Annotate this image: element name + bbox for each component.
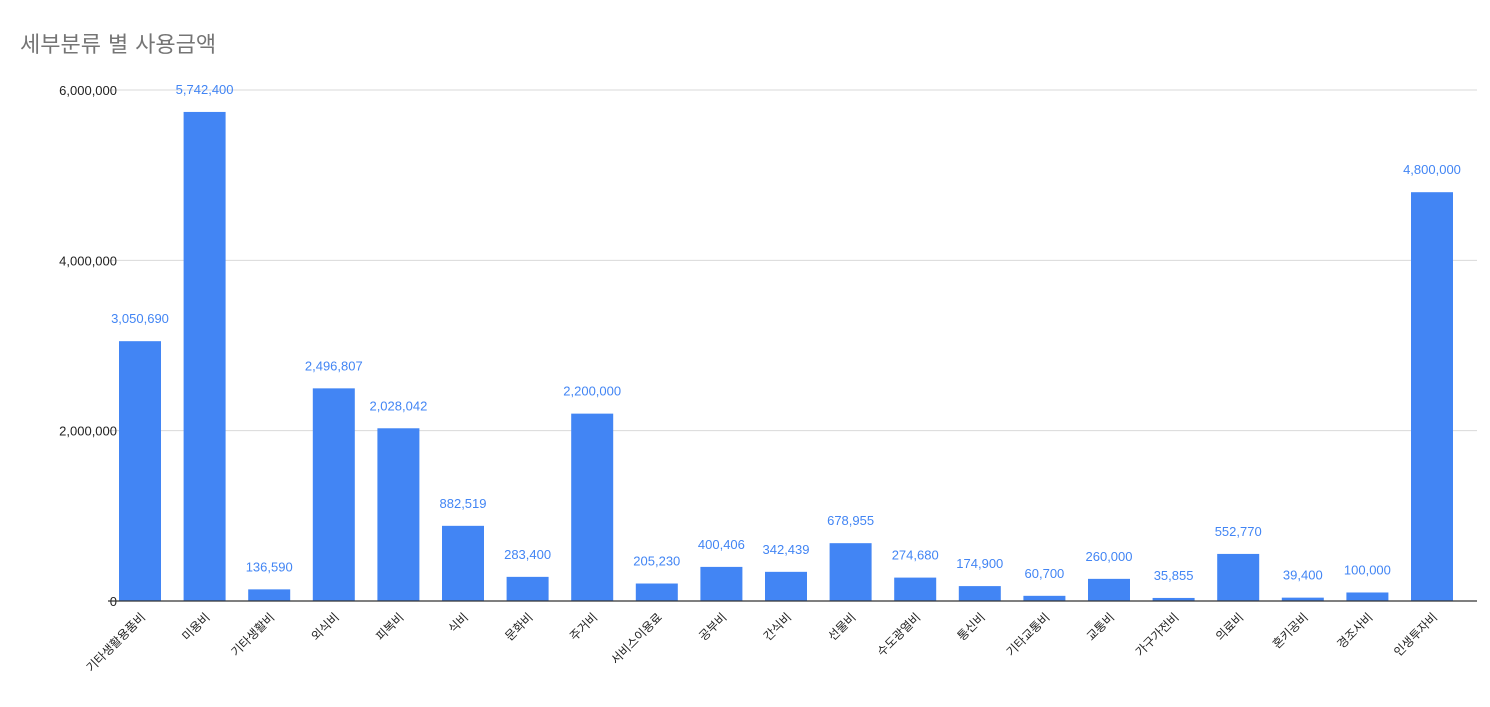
y-tick-label: 6,000,000 — [59, 83, 117, 98]
category-label: 인생투자비 — [1391, 610, 1440, 659]
bar — [1023, 595, 1066, 601]
category-label: 기타생활비 — [228, 610, 277, 659]
bar — [312, 388, 355, 601]
bar — [1217, 553, 1260, 601]
bar — [377, 428, 420, 601]
category-label: 기타생활용품비 — [84, 610, 149, 675]
data-label: 678,955 — [827, 513, 874, 528]
bar — [700, 566, 743, 601]
data-label: 2,200,000 — [563, 384, 621, 399]
bar — [1088, 578, 1130, 601]
category-label: 미용비 — [179, 610, 212, 643]
category-label: 식비 — [446, 610, 472, 636]
gridlines — [108, 89, 1477, 432]
bar — [765, 571, 807, 601]
category-label: 가구가전비 — [1133, 610, 1182, 659]
bar — [894, 577, 937, 601]
data-label: 3,050,690 — [111, 311, 169, 326]
category-label: 서비스이용료 — [608, 610, 665, 667]
category-label: 기타교통비 — [1004, 610, 1053, 659]
bar — [183, 111, 226, 601]
data-label: 136,590 — [246, 559, 293, 574]
bar — [1281, 597, 1324, 601]
bar — [1346, 592, 1389, 601]
category-label: 주거비 — [567, 610, 600, 643]
data-label: 4,800,000 — [1403, 162, 1461, 177]
data-label: 205,230 — [633, 554, 680, 569]
data-labels: 3,050,690 5,742,400 136,590 2,496,807 2,028,… — [111, 82, 1461, 583]
data-label: 60,700 — [1025, 566, 1065, 581]
bar — [1152, 597, 1195, 601]
category-label: 간식비 — [761, 610, 794, 643]
category-label: 수도광열비 — [874, 610, 923, 659]
bar — [1411, 192, 1453, 601]
category-label: 통신비 — [955, 610, 988, 643]
bar — [442, 525, 484, 601]
bar — [248, 589, 291, 601]
category-label: 의료비 — [1213, 610, 1246, 643]
data-label: 35,855 — [1154, 568, 1194, 583]
bar — [829, 543, 872, 601]
data-label: 283,400 — [504, 547, 551, 562]
bar — [119, 341, 161, 601]
data-label: 5,742,400 — [176, 82, 234, 97]
bar — [958, 586, 1001, 601]
y-tick-label: 2,000,000 — [59, 424, 117, 439]
data-label: 882,519 — [440, 496, 487, 511]
data-label: 342,439 — [763, 542, 810, 557]
category-label: 혼키공비 — [1270, 610, 1311, 651]
data-label: 2,496,807 — [305, 358, 363, 373]
data-label: 39,400 — [1283, 568, 1323, 583]
bar — [571, 413, 614, 601]
data-label: 2,028,042 — [369, 398, 427, 413]
bar — [635, 583, 678, 601]
y-tick-label: 4,000,000 — [59, 253, 117, 268]
data-label: 274,680 — [892, 548, 939, 563]
category-label: 경조사비 — [1334, 610, 1375, 651]
data-label: 100,000 — [1344, 562, 1391, 577]
bars — [119, 111, 1453, 601]
x-axis-category-labels: 기타생활용품비 미용비 기타생활비 외식비 피복비 식비 문화비 주거비 서비스이용료 공부비 간식… — [84, 610, 1441, 675]
data-label: 174,900 — [956, 556, 1003, 571]
data-label: 552,770 — [1215, 524, 1262, 539]
category-label: 교통비 — [1084, 610, 1117, 643]
category-label: 공부비 — [696, 610, 729, 643]
data-label: 260,000 — [1086, 549, 1133, 564]
category-label: 문화비 — [502, 610, 535, 643]
category-label: 선물비 — [825, 610, 858, 643]
bar — [506, 576, 549, 601]
chart-title: 세부분류 별 사용금액 — [20, 33, 217, 58]
category-label: 외식비 — [309, 610, 342, 643]
category-label: 피복비 — [373, 610, 406, 643]
data-label: 400,406 — [698, 537, 745, 552]
